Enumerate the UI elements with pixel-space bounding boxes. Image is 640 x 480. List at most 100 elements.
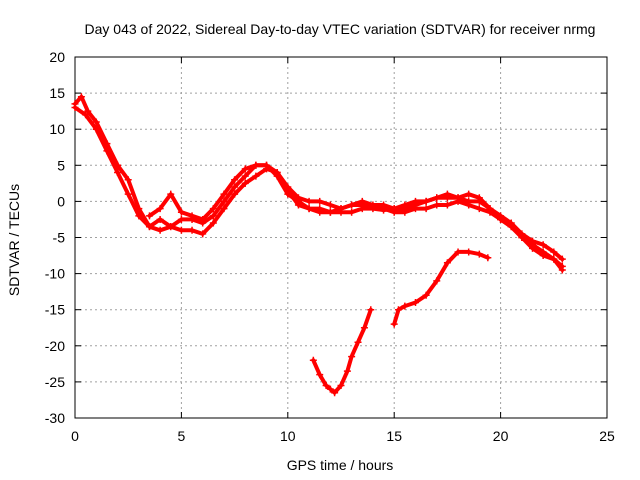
data-point [348, 201, 356, 209]
data-point [433, 277, 441, 285]
data-point [507, 223, 515, 231]
data-point [309, 356, 317, 364]
data-point [367, 306, 375, 314]
data-point [550, 255, 558, 263]
data-point [231, 190, 239, 198]
y-tick-label: 10 [49, 121, 65, 137]
x-tick-label: 10 [280, 428, 296, 444]
data-point [454, 194, 462, 202]
data-point [401, 201, 409, 209]
data-point [465, 190, 473, 198]
data-point [294, 197, 302, 205]
data-point [433, 201, 441, 209]
data-point [422, 205, 430, 213]
data-point [316, 197, 324, 205]
data-point [231, 183, 239, 191]
y-tick-label: -20 [45, 338, 65, 354]
data-point [390, 320, 398, 328]
series-line [311, 307, 373, 395]
x-tick-label: 15 [386, 428, 402, 444]
series-line [147, 163, 565, 272]
data-point [220, 190, 228, 198]
x-tick-label: 5 [178, 428, 186, 444]
data-point [411, 298, 419, 306]
y-tick-label: 0 [57, 193, 65, 209]
data-point [475, 194, 483, 202]
data-point [422, 291, 430, 299]
data-point [316, 205, 324, 213]
x-tick-label: 25 [599, 428, 615, 444]
y-tick-label: -25 [45, 374, 65, 390]
y-tick-label: -10 [45, 266, 65, 282]
y-tick-label: 15 [49, 85, 65, 101]
data-point [331, 389, 339, 397]
data-point [124, 176, 132, 184]
data-point [209, 212, 217, 220]
data-point [343, 367, 351, 375]
series-track-3 [145, 161, 566, 274]
data-series [71, 93, 566, 397]
data-point [252, 172, 260, 180]
data-point [220, 205, 228, 213]
y-axis-label: SDTVAR / TECUs [6, 184, 22, 296]
data-point [558, 266, 566, 274]
series-line [73, 105, 565, 269]
data-point [337, 205, 345, 213]
data-point [252, 161, 260, 169]
data-point [326, 385, 334, 393]
data-point [199, 215, 207, 223]
data-point [305, 205, 313, 213]
data-point [484, 254, 492, 262]
data-point [360, 324, 368, 332]
data-point [411, 197, 419, 205]
data-point [322, 382, 330, 390]
y-tick-label: -30 [45, 410, 65, 426]
data-point [263, 161, 271, 169]
y-tick-label: -5 [53, 230, 66, 246]
data-point [380, 201, 388, 209]
data-point [401, 208, 409, 216]
data-point [103, 147, 111, 155]
series-track-4 [309, 306, 375, 397]
data-point [124, 190, 132, 198]
grid [75, 57, 607, 418]
data-point [305, 197, 313, 205]
series-line [73, 94, 565, 262]
data-point [188, 212, 196, 220]
data-point [84, 107, 92, 115]
x-tick-label: 0 [71, 428, 79, 444]
data-point [348, 353, 356, 361]
series-track-5 [390, 248, 492, 328]
data-point [443, 259, 451, 267]
data-point [358, 197, 366, 205]
data-point [188, 226, 196, 234]
data-point [337, 382, 345, 390]
data-point [177, 208, 185, 216]
y-tick-label: 5 [57, 157, 65, 173]
data-point [92, 125, 100, 133]
data-point [558, 255, 566, 263]
data-point [145, 223, 153, 231]
x-tick-label: 20 [493, 428, 509, 444]
data-point [167, 223, 175, 231]
data-point [550, 248, 558, 256]
data-point [135, 212, 143, 220]
data-point [209, 219, 217, 227]
data-point [475, 205, 483, 213]
data-point [177, 226, 185, 234]
data-point [394, 306, 402, 314]
data-point [156, 205, 164, 213]
data-point [241, 172, 249, 180]
data-point [539, 252, 547, 260]
data-point [82, 111, 90, 119]
data-point [465, 201, 473, 209]
data-point [241, 165, 249, 173]
x-axis-label: GPS time / hours [287, 457, 394, 473]
data-point [209, 205, 217, 213]
data-point [369, 201, 377, 209]
data-point [539, 241, 547, 249]
data-point [284, 190, 292, 198]
y-tick-label: 20 [49, 49, 65, 65]
data-point [433, 194, 441, 202]
series-line [392, 249, 490, 327]
